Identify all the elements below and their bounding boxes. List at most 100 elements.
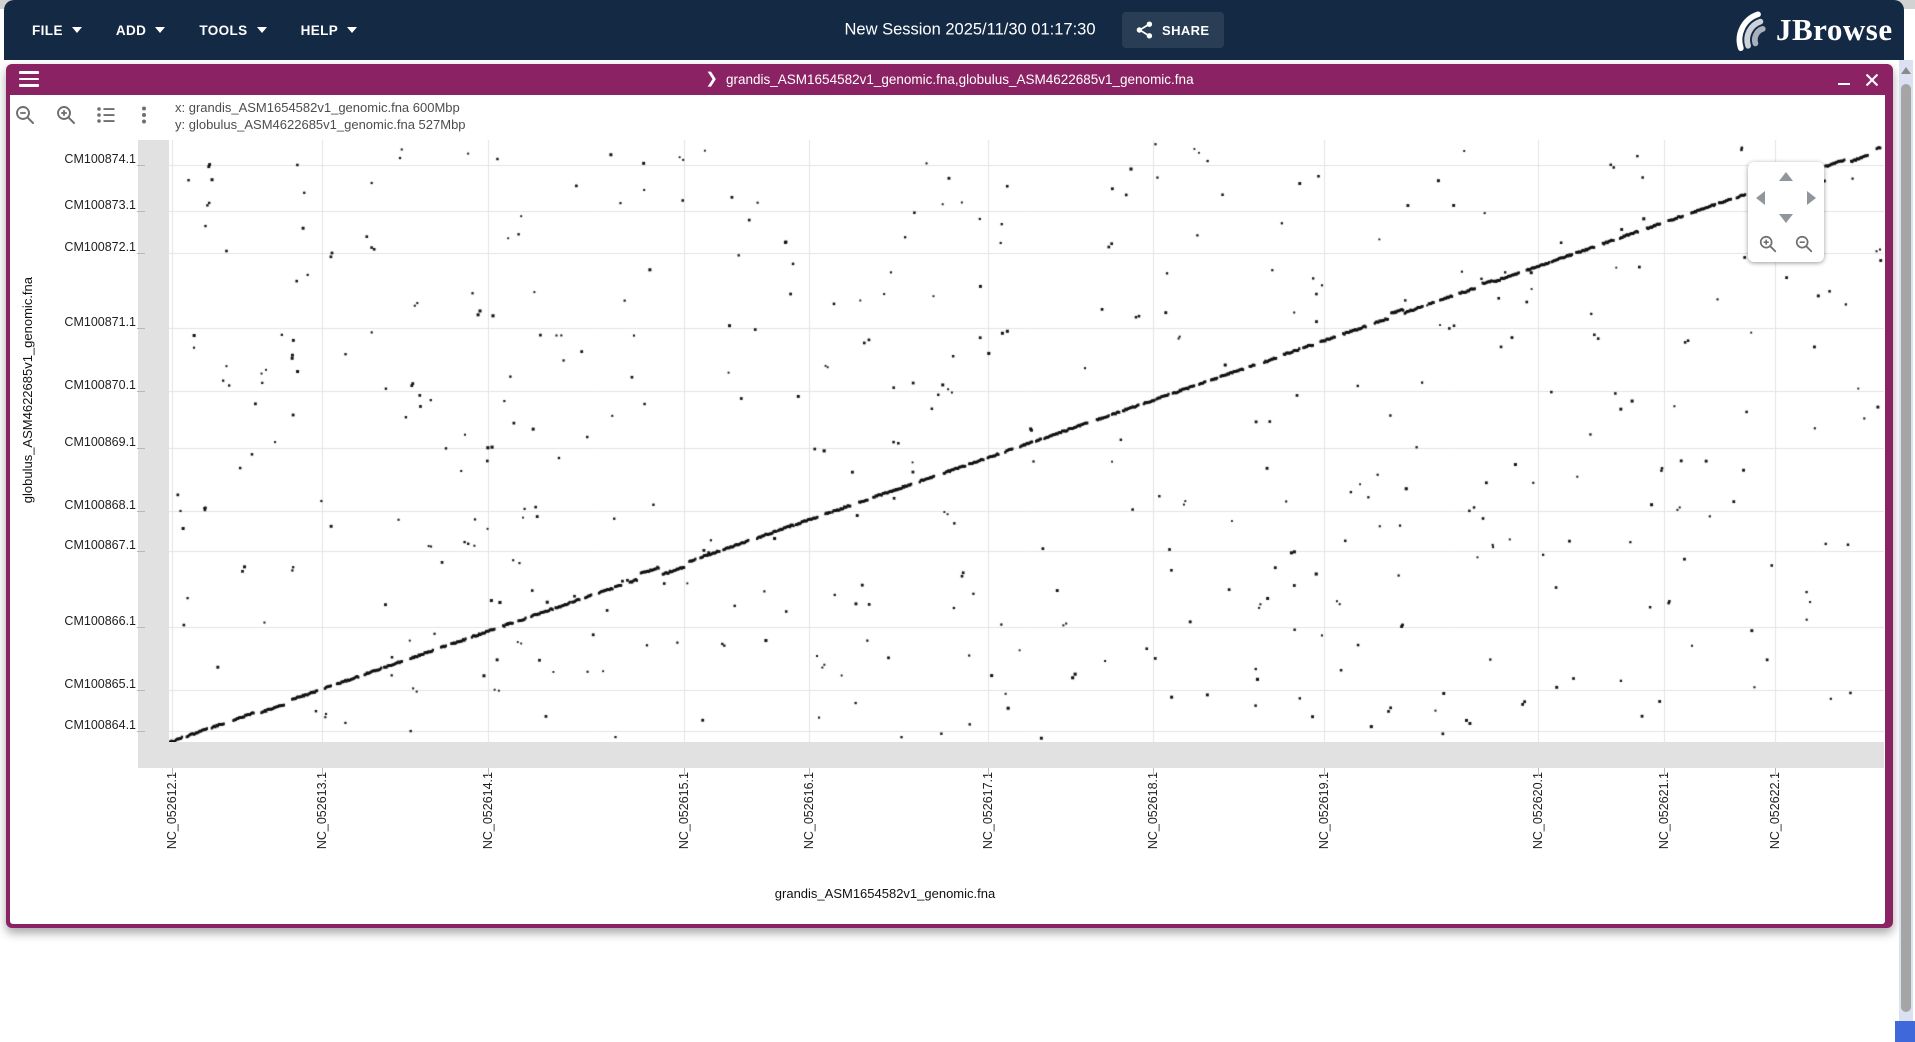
x-tick-mark: [1324, 768, 1325, 776]
caret-down-icon: [256, 27, 267, 33]
y-tick-label: CM100872.1: [64, 240, 136, 254]
pan-zoom-panel: [1748, 162, 1824, 262]
x-assembly-info: x: grandis_ASM1654582v1_genomic.fna 600M…: [175, 100, 460, 115]
x-axis-title: grandis_ASM1654582v1_genomic.fna: [774, 886, 996, 901]
share-label: SHARE: [1162, 22, 1210, 38]
x-tick-mark: [1775, 768, 1776, 776]
help-menu-label: HELP: [300, 22, 339, 38]
view-header: ❯ grandis_ASM1654582v1_genomic.fna,globu…: [6, 64, 1893, 95]
share-button[interactable]: SHARE: [1122, 12, 1224, 48]
pan-up-icon[interactable]: [1779, 172, 1793, 181]
x-tick-mark: [1153, 768, 1154, 776]
x-tick-mark: [1664, 768, 1665, 776]
view-menu-button[interactable]: [133, 104, 155, 126]
y-tick-label: CM100864.1: [64, 718, 136, 732]
file-menu-label: FILE: [32, 22, 63, 38]
x-tick-mark: [684, 768, 685, 776]
y-tick-mark: [137, 391, 145, 392]
close-button[interactable]: [1859, 64, 1885, 95]
close-icon: [1865, 73, 1879, 86]
menu-bar: FILE ADD TOOLS HELP: [4, 15, 367, 46]
add-menu-label: ADD: [115, 22, 147, 38]
caret-down-icon: [155, 27, 166, 33]
pan-down-icon[interactable]: [1779, 214, 1793, 223]
zoom-in-button[interactable]: [55, 104, 77, 126]
y-tick-label: CM100874.1: [64, 152, 136, 166]
y-tick-mark: [137, 511, 145, 512]
y-tick-mark: [137, 731, 145, 732]
hamburger-icon[interactable]: [19, 71, 39, 87]
y-assembly-info: y: globulus_ASM4622685v1_genomic.fna 527…: [175, 117, 466, 132]
x-tick-label: NC_052620.1: [1531, 772, 1545, 850]
session-title: New Session 2025/11/30 01:17:30: [844, 20, 1096, 39]
zoom-in-icon: [1759, 235, 1777, 253]
track-selector-icon: [97, 107, 115, 123]
x-tick-label: NC_052612.1: [165, 772, 179, 850]
x-axis-band: [138, 742, 1884, 768]
caret-down-icon: [71, 27, 82, 33]
x-tick-label: NC_052621.1: [1657, 772, 1671, 850]
scrollbar-corner-button[interactable]: [1895, 1021, 1915, 1042]
x-tick-label: NC_052618.1: [1146, 772, 1160, 850]
x-tick-label: NC_052613.1: [315, 772, 329, 850]
y-tick-label: CM100871.1: [64, 315, 136, 329]
track-selector-button[interactable]: [95, 104, 117, 126]
pan-left-icon[interactable]: [1756, 191, 1765, 205]
jbrowse-logo: JBrowse: [1724, 7, 1893, 53]
y-tick-mark: [137, 448, 145, 449]
y-tick-label: CM100868.1: [64, 498, 136, 512]
zoom-out-icon: [16, 106, 34, 124]
tools-menu-button[interactable]: TOOLS: [189, 15, 276, 46]
app-bar: FILE ADD TOOLS HELP New Session 2025/11/…: [4, 0, 1904, 60]
x-tick-mark: [172, 768, 173, 776]
x-tick-label: NC_052622.1: [1768, 772, 1782, 850]
share-icon: [1136, 21, 1153, 39]
add-menu-button[interactable]: ADD: [106, 15, 175, 46]
x-tick-label: NC_052616.1: [802, 772, 816, 850]
file-menu-button[interactable]: FILE: [22, 15, 92, 46]
y-tick-label: CM100865.1: [64, 677, 136, 691]
x-tick-label: NC_052619.1: [1317, 772, 1331, 850]
y-tick-mark: [137, 165, 145, 166]
y-tick-mark: [137, 328, 145, 329]
y-tick-mark: [137, 253, 145, 254]
view-title-row: ❯ grandis_ASM1654582v1_genomic.fna,globu…: [705, 70, 1194, 87]
pan-right-icon[interactable]: [1807, 191, 1816, 205]
scrollbar-thumb[interactable]: [1901, 84, 1911, 1012]
y-tick-mark: [137, 211, 145, 212]
help-menu-button[interactable]: HELP: [291, 15, 368, 46]
x-tick-label: NC_052615.1: [677, 772, 691, 850]
y-tick-label: CM100870.1: [64, 378, 136, 392]
caret-down-icon: [347, 27, 358, 33]
zoom-in-icon: [57, 106, 75, 124]
x-tick-mark: [809, 768, 810, 776]
minimize-button[interactable]: [1831, 64, 1857, 95]
panel-zoom-in-button[interactable]: [1758, 234, 1778, 254]
x-tick-label: NC_052617.1: [981, 772, 995, 850]
scrollbar-up-icon[interactable]: [1901, 67, 1911, 74]
minimize-icon: [1838, 82, 1850, 85]
jbrowse-swoosh-icon: [1736, 11, 1766, 52]
jbrowse-logo-text: JBrowse: [1776, 12, 1893, 47]
y-axis-band: [138, 140, 169, 768]
x-tick-mark: [1538, 768, 1539, 776]
y-tick-label: CM100869.1: [64, 435, 136, 449]
zoom-out-icon: [1795, 235, 1813, 253]
y-axis-title: globulus_ASM4622685v1_genomic.fna: [20, 277, 35, 504]
y-tick-mark: [137, 690, 145, 691]
chevron-right-icon: ❯: [705, 70, 718, 87]
x-tick-mark: [488, 768, 489, 776]
y-tick-label: CM100867.1: [64, 538, 136, 552]
x-tick-mark: [322, 768, 323, 776]
y-tick-mark: [137, 627, 145, 628]
dotplot-canvas[interactable]: [169, 140, 1884, 742]
zoom-out-button[interactable]: [14, 104, 36, 126]
view-title: grandis_ASM1654582v1_genomic.fna,globulu…: [726, 72, 1194, 87]
y-tick-label: CM100866.1: [64, 614, 136, 628]
y-tick-label: CM100873.1: [64, 198, 136, 212]
x-tick-mark: [988, 768, 989, 776]
tools-menu-label: TOOLS: [199, 22, 248, 38]
kebab-menu-icon: [142, 106, 146, 124]
panel-zoom-out-button[interactable]: [1794, 234, 1814, 254]
y-tick-mark: [137, 551, 145, 552]
